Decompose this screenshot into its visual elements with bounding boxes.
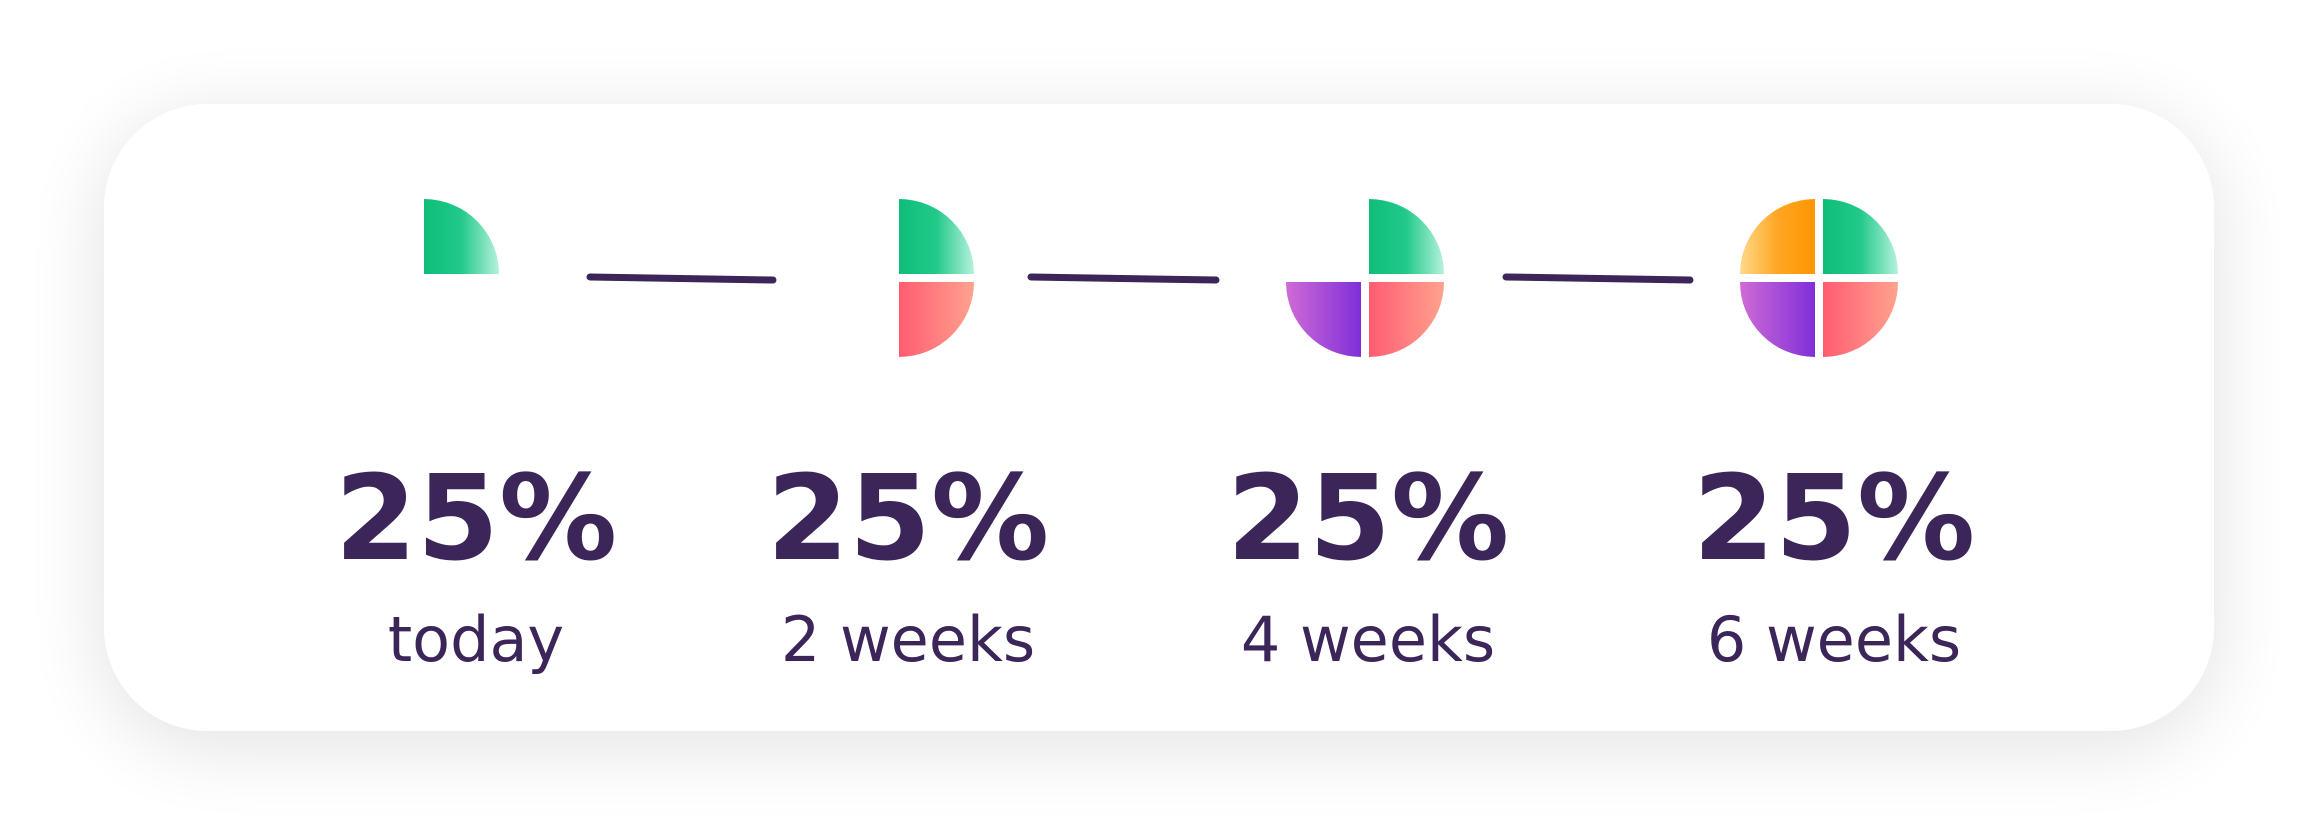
connector bbox=[1502, 273, 1694, 284]
quarter bbox=[1369, 282, 1444, 357]
step-label: 6 weeks bbox=[1707, 603, 1961, 676]
step-texts: 25% today 25% 2 weeks 25% 4 weeks 25% 6 weeks bbox=[335, 449, 1975, 676]
quarter bbox=[1286, 282, 1361, 357]
step-label: 4 weeks bbox=[1241, 603, 1495, 676]
quarter bbox=[1740, 199, 1815, 274]
step-value: 25% bbox=[1227, 449, 1509, 587]
quarter bbox=[1823, 199, 1898, 274]
quarter bbox=[899, 199, 974, 274]
connector bbox=[1027, 273, 1220, 284]
step-value: 25% bbox=[1693, 449, 1975, 587]
step-value: 25% bbox=[767, 449, 1049, 587]
connectors bbox=[586, 273, 1694, 284]
quarter bbox=[1823, 282, 1898, 357]
connector bbox=[586, 273, 777, 284]
progress-icons bbox=[424, 199, 1898, 357]
step-value: 25% bbox=[335, 449, 617, 587]
quarter bbox=[899, 282, 974, 357]
quarter bbox=[1740, 282, 1815, 357]
quarter bbox=[424, 199, 499, 274]
card bbox=[104, 104, 2214, 731]
quarter bbox=[1369, 199, 1444, 274]
step-label: today bbox=[388, 603, 564, 676]
step-label: 2 weeks bbox=[781, 603, 1035, 676]
